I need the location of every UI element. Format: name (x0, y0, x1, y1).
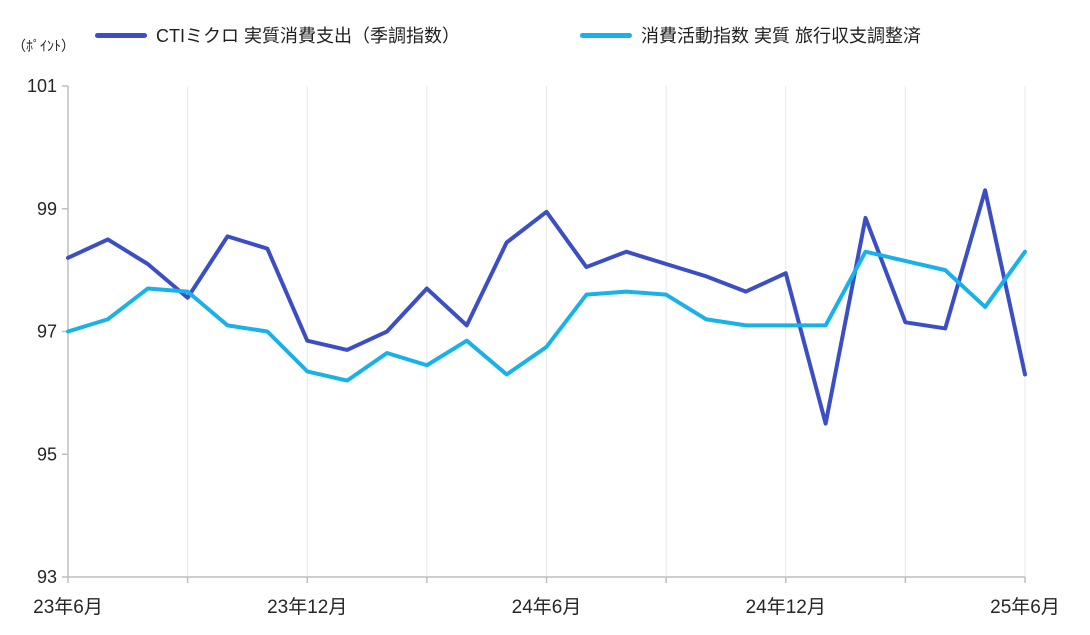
legend-label-consumption-activity: 消費活動指数 実質 旅行収支調整済 (641, 26, 922, 46)
legend-line-swatch-cti-micro (95, 32, 147, 38)
y-axis-tick-label: 95 (37, 444, 57, 464)
legend-item-cti-micro: CTIミクロ 実質消費支出（季調指数） (95, 22, 460, 48)
series-line-1 (66, 249, 1027, 383)
x-axis-tick-label: 24年6月 (512, 596, 582, 618)
y-axis-tick-label: 93 (37, 567, 57, 587)
x-axis-tick-label: 25年6月 (990, 596, 1060, 618)
x-axis-tick-label: 23年12月 (267, 596, 347, 618)
y-axis-tick-label: 101 (27, 76, 57, 96)
series-line-0 (66, 188, 1027, 426)
y-axis-tick-label: 99 (37, 199, 57, 219)
y-axis-unit-label: （ﾎﾟｲﾝﾄ） (12, 38, 75, 54)
legend-line-swatch-consumption-activity (580, 32, 632, 38)
y-axis-tick-label: 97 (37, 322, 57, 342)
x-axis-tick-label: 23年6月 (33, 596, 103, 618)
x-axis-tick-label: 24年12月 (746, 596, 826, 618)
legend-item-consumption-activity: 消費活動指数 実質 旅行収支調整済 (580, 22, 921, 48)
legend-label-cti-micro: CTIミクロ 実質消費支出（季調指数） (156, 26, 460, 46)
